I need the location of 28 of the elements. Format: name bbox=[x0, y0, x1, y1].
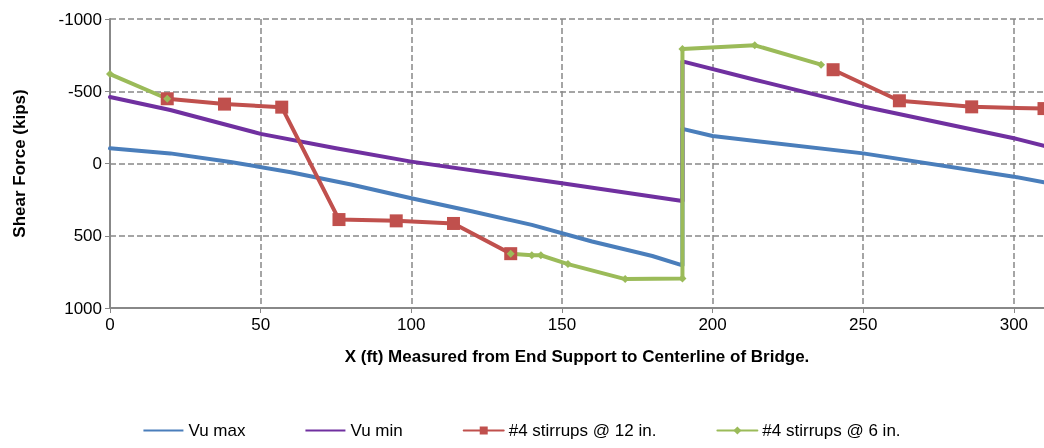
x-tick-label: 300 bbox=[999, 315, 1029, 334]
x-tick-label: 150 bbox=[547, 315, 577, 334]
y-tick-label: -500 bbox=[67, 81, 102, 101]
x-tick-label: 50 bbox=[251, 315, 271, 334]
y-tick-label: -1000 bbox=[58, 9, 102, 29]
point bbox=[826, 63, 840, 77]
y-axis-title: Shear Force (kips) bbox=[10, 89, 29, 238]
x-tick-label: 0 bbox=[105, 315, 115, 334]
point bbox=[217, 97, 231, 111]
legend-label: #4 stirrups @ 6 in. bbox=[762, 421, 901, 440]
x-tick-label: 100 bbox=[397, 315, 426, 334]
legend-label: Vu max bbox=[188, 421, 246, 440]
point bbox=[106, 70, 114, 79]
y-tick-label: 1000 bbox=[64, 298, 102, 318]
point bbox=[817, 60, 826, 69]
point bbox=[892, 94, 906, 108]
x-tick-label: 250 bbox=[849, 315, 878, 334]
x-axis-title: X (ft) Measured from End Support to Centerline of Bridge. bbox=[344, 347, 810, 366]
point bbox=[389, 214, 403, 228]
point bbox=[332, 213, 346, 227]
x-tick-label: 200 bbox=[698, 315, 727, 334]
y-tick-label: 500 bbox=[73, 226, 102, 246]
legend-label: Vu min bbox=[350, 421, 403, 440]
point bbox=[446, 216, 460, 230]
point bbox=[275, 100, 289, 114]
point bbox=[965, 100, 979, 114]
y-tick-label: 0 bbox=[92, 154, 102, 173]
legend-label: #4 stirrups @ 12 in. bbox=[508, 421, 657, 440]
